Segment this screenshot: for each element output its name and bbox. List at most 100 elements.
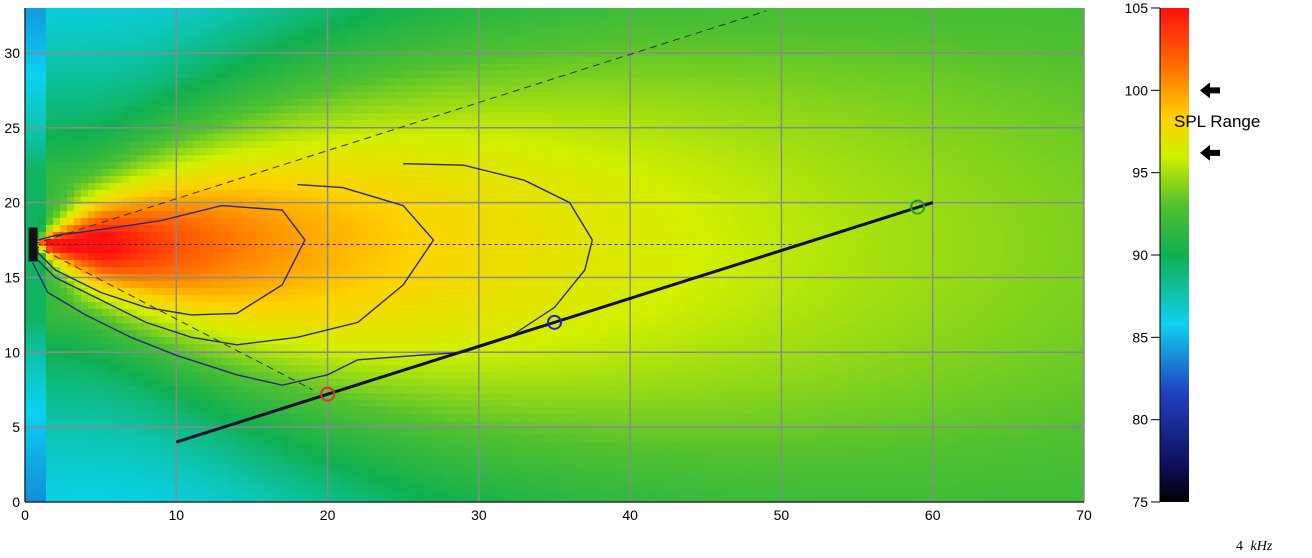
heat-cell [424, 141, 432, 149]
heat-cell [312, 141, 320, 149]
heat-cell [151, 57, 159, 65]
heat-cell [354, 155, 362, 163]
heat-cell [277, 148, 285, 156]
heat-cell [158, 400, 166, 408]
heat-cell [144, 470, 152, 478]
heat-cell [116, 456, 124, 464]
heat-cell [445, 309, 453, 317]
heat-cell [452, 330, 460, 338]
heat-cell [207, 407, 215, 415]
heat-cell [312, 190, 320, 198]
heat-cell [298, 8, 306, 16]
heat-cell [137, 183, 145, 191]
heat-cell [326, 120, 334, 128]
heat-cell [165, 225, 173, 233]
heat-cell [459, 484, 467, 492]
heat-cell [501, 120, 509, 128]
heat-cell [382, 57, 390, 65]
heat-cell [116, 449, 124, 457]
heat-cell [438, 36, 446, 44]
heat-cell [263, 218, 271, 226]
heat-cell [256, 491, 264, 499]
heat-cell [179, 498, 187, 502]
heat-cell [452, 78, 460, 86]
heat-cell [235, 323, 243, 331]
heat-cell [452, 442, 460, 450]
heat-cell [123, 358, 131, 366]
heat-cell [116, 113, 124, 121]
heat-cell [74, 85, 82, 93]
heat-cell [221, 85, 229, 93]
heat-cell [284, 99, 292, 107]
heat-cell [186, 281, 194, 289]
heat-cell [130, 169, 138, 177]
heat-cell [312, 36, 320, 44]
heat-cell [235, 386, 243, 394]
heat-cell [60, 330, 68, 338]
heat-cell [403, 386, 411, 394]
heat-cell [179, 64, 187, 72]
heat-cell [277, 162, 285, 170]
heat-cell [74, 218, 82, 226]
heat-cell [305, 85, 313, 93]
heat-cell [116, 57, 124, 65]
heat-cell [403, 400, 411, 408]
heat-cell [151, 78, 159, 86]
heat-cell [389, 36, 397, 44]
heat-cell [270, 365, 278, 373]
heat-cell [466, 484, 474, 492]
heat-cell [200, 162, 208, 170]
heat-cell [144, 148, 152, 156]
heat-cell [389, 491, 397, 499]
heat-cell [389, 22, 397, 30]
heat-cell [74, 106, 82, 114]
heat-cell [291, 253, 299, 261]
heat-cell [354, 316, 362, 324]
heat-cell [235, 491, 243, 499]
heat-cell [508, 309, 516, 317]
heat-cell [221, 190, 229, 198]
heat-cell [165, 253, 173, 261]
heat-cell [508, 127, 516, 135]
heat-cell [165, 29, 173, 37]
heat-cell [102, 372, 110, 380]
heat-cell [249, 253, 257, 261]
heat-cell [515, 120, 523, 128]
heat-cell [480, 365, 488, 373]
heat-cell [270, 64, 278, 72]
heat-cell [508, 64, 516, 72]
heat-cell [179, 260, 187, 268]
heat-cell [88, 442, 96, 450]
heat-cell [81, 246, 89, 254]
heat-cell [277, 470, 285, 478]
heat-cell [361, 176, 369, 184]
heat-cell [88, 211, 96, 219]
heat-cell [102, 449, 110, 457]
heat-cell [417, 477, 425, 485]
heat-cell [403, 71, 411, 79]
heat-cell [158, 204, 166, 212]
heat-cell [382, 92, 390, 100]
heat-cell [431, 484, 439, 492]
heat-cell [284, 92, 292, 100]
heat-cell [466, 183, 474, 191]
heat-cell [249, 316, 257, 324]
heat-cell [403, 484, 411, 492]
heat-cell [200, 358, 208, 366]
heat-cell [39, 337, 47, 345]
heat-cell [221, 155, 229, 163]
heat-cell [410, 253, 418, 261]
heat-cell [102, 57, 110, 65]
heat-cell [431, 190, 439, 198]
heat-cell [375, 22, 383, 30]
heat-cell [333, 127, 341, 135]
heat-cell [123, 351, 131, 359]
heat-cell [46, 92, 54, 100]
heat-cell [109, 141, 117, 149]
heat-cell [354, 50, 362, 58]
heat-cell [81, 239, 89, 247]
heat-cell [60, 414, 68, 422]
heat-cell [333, 99, 341, 107]
heat-cell [53, 197, 61, 205]
heat-cell [445, 155, 453, 163]
